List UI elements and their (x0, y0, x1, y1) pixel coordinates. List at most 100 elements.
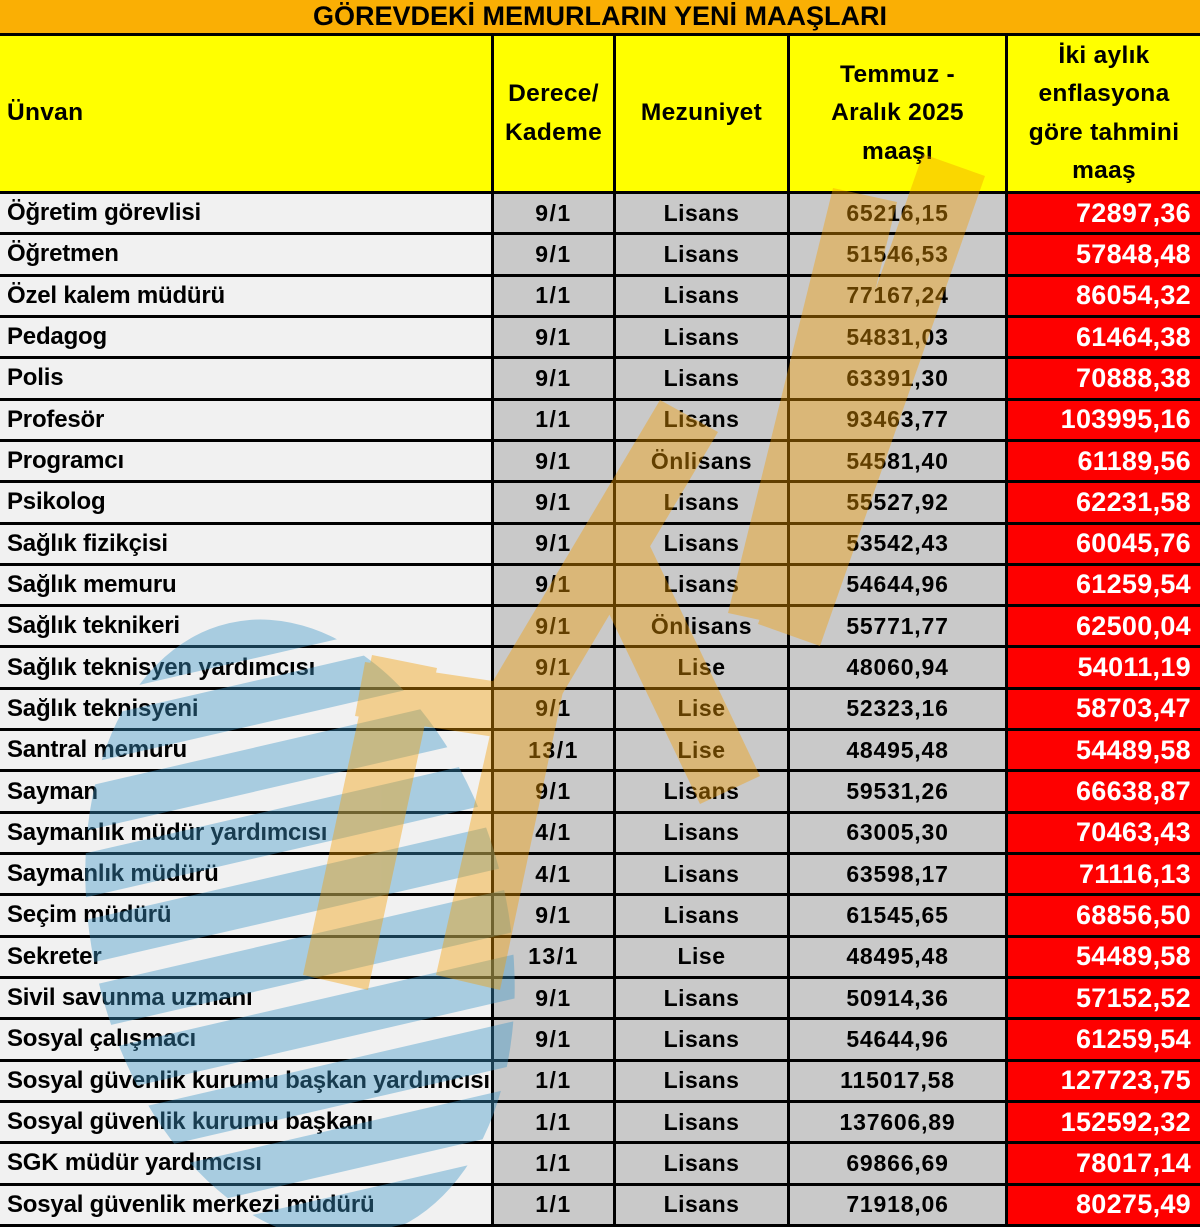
cell-mezuniyet: Lisans (616, 1061, 787, 1100)
cell-derece-kademe: 1/1 (494, 400, 613, 439)
cell-maas-temmuz-aralik: 48495,48 (790, 937, 1005, 976)
cell-mezuniyet: Lisans (616, 565, 787, 605)
cell-maas-tahmini: 86054,32 (1008, 276, 1200, 315)
cell-maas-temmuz-aralik: 61545,65 (790, 896, 1005, 935)
cell-mezuniyet: Lisans (616, 813, 787, 852)
cell-maas-tahmini: 68856,50 (1008, 896, 1200, 935)
cell-maas-tahmini: 80275,49 (1008, 1185, 1200, 1224)
cell-mezuniyet: Lisans (616, 896, 787, 935)
cell-mezuniyet: Lisans (616, 194, 787, 233)
cell-derece-kademe: 13/1 (494, 731, 613, 770)
cell-unvan: Sayman (0, 772, 491, 811)
cell-maas-temmuz-aralik: 63391,30 (790, 359, 1005, 398)
cell-maas-temmuz-aralik: 54644,96 (790, 565, 1005, 605)
column-header-mezuniyet: Mezuniyet (616, 36, 787, 191)
cell-mezuniyet: Lisans (616, 772, 787, 811)
cell-derece-kademe: 9/1 (494, 772, 613, 811)
cell-unvan: Psikolog (0, 483, 491, 522)
cell-maas-temmuz-aralik: 48495,48 (790, 731, 1005, 770)
cell-mezuniyet: Lisans (616, 855, 787, 894)
cell-unvan: Sivil savunma uzmanı (0, 978, 491, 1018)
cell-maas-temmuz-aralik: 63005,30 (790, 813, 1005, 852)
cell-mezuniyet: Önlisans (616, 607, 787, 646)
cell-mezuniyet: Önlisans (616, 441, 787, 481)
cell-unvan: Saymanlık müdür yardımcısı (0, 813, 491, 852)
cell-derece-kademe: 4/1 (494, 855, 613, 894)
column-header-maas-temmuz-aralik: Temmuz - Aralık 2025 maaşı (790, 36, 1005, 191)
cell-maas-tahmini: 62500,04 (1008, 607, 1200, 646)
cell-mezuniyet: Lisans (616, 359, 787, 398)
cell-unvan: Programcı (0, 441, 491, 481)
column-header-maas-tahmini: İki aylık enflasyona göre tahmini maaş (1008, 36, 1200, 191)
cell-derece-kademe: 9/1 (494, 524, 613, 563)
cell-derece-kademe: 9/1 (494, 235, 613, 274)
cell-unvan: Özel kalem müdürü (0, 276, 491, 315)
cell-unvan: Pedagog (0, 317, 491, 357)
cell-mezuniyet: Lise (616, 648, 787, 687)
cell-mezuniyet: Lisans (616, 235, 787, 274)
cell-derece-kademe: 9/1 (494, 896, 613, 935)
cell-maas-tahmini: 127723,75 (1008, 1061, 1200, 1100)
cell-derece-kademe: 13/1 (494, 937, 613, 976)
cell-derece-kademe: 1/1 (494, 276, 613, 315)
cell-maas-tahmini: 71116,13 (1008, 855, 1200, 894)
cell-maas-temmuz-aralik: 93463,77 (790, 400, 1005, 439)
cell-maas-temmuz-aralik: 65216,15 (790, 194, 1005, 233)
cell-derece-kademe: 1/1 (494, 1061, 613, 1100)
cell-maas-tahmini: 58703,47 (1008, 689, 1200, 729)
cell-unvan: Öğretmen (0, 235, 491, 274)
cell-maas-temmuz-aralik: 54831,03 (790, 317, 1005, 357)
cell-unvan: Saymanlık müdürü (0, 855, 491, 894)
cell-maas-temmuz-aralik: 54581,40 (790, 441, 1005, 481)
cell-maas-tahmini: 61259,54 (1008, 565, 1200, 605)
cell-unvan: Profesör (0, 400, 491, 439)
cell-derece-kademe: 9/1 (494, 1020, 613, 1059)
cell-maas-temmuz-aralik: 115017,58 (790, 1061, 1005, 1100)
cell-derece-kademe: 9/1 (494, 607, 613, 646)
cell-derece-kademe: 9/1 (494, 565, 613, 605)
cell-unvan: Sağlık teknisyeni (0, 689, 491, 729)
cell-maas-tahmini: 103995,16 (1008, 400, 1200, 439)
cell-mezuniyet: Lisans (616, 276, 787, 315)
cell-unvan: Sosyal çalışmacı (0, 1020, 491, 1059)
cell-mezuniyet: Lisans (616, 1102, 787, 1142)
cell-maas-temmuz-aralik: 48060,94 (790, 648, 1005, 687)
cell-unvan: Sağlık teknisyen yardımcısı (0, 648, 491, 687)
cell-maas-tahmini: 61464,38 (1008, 317, 1200, 357)
cell-unvan: Sağlık teknikeri (0, 607, 491, 646)
cell-maas-tahmini: 54489,58 (1008, 937, 1200, 976)
cell-maas-temmuz-aralik: 52323,16 (790, 689, 1005, 729)
cell-unvan: SGK müdür yardımcısı (0, 1144, 491, 1183)
cell-mezuniyet: Lise (616, 689, 787, 729)
cell-mezuniyet: Lisans (616, 400, 787, 439)
cell-derece-kademe: 1/1 (494, 1102, 613, 1142)
cell-maas-tahmini: 54011,19 (1008, 648, 1200, 687)
cell-maas-tahmini: 70888,38 (1008, 359, 1200, 398)
cell-maas-tahmini: 70463,43 (1008, 813, 1200, 852)
cell-maas-temmuz-aralik: 59531,26 (790, 772, 1005, 811)
cell-unvan: Sosyal güvenlik merkezi müdürü (0, 1185, 491, 1224)
cell-maas-tahmini: 57848,48 (1008, 235, 1200, 274)
cell-mezuniyet: Lisans (616, 317, 787, 357)
cell-unvan: Sağlık fizikçisi (0, 524, 491, 563)
cell-maas-temmuz-aralik: 71918,06 (790, 1185, 1005, 1224)
cell-unvan: Sosyal güvenlik kurumu başkanı (0, 1102, 491, 1142)
cell-unvan: Santral memuru (0, 731, 491, 770)
cell-derece-kademe: 1/1 (494, 1185, 613, 1224)
cell-maas-tahmini: 61189,56 (1008, 441, 1200, 481)
cell-mezuniyet: Lisans (616, 1185, 787, 1224)
cell-maas-temmuz-aralik: 50914,36 (790, 978, 1005, 1018)
cell-derece-kademe: 4/1 (494, 813, 613, 852)
cell-maas-tahmini: 66638,87 (1008, 772, 1200, 811)
cell-maas-tahmini: 62231,58 (1008, 483, 1200, 522)
cell-mezuniyet: Lisans (616, 1144, 787, 1183)
cell-derece-kademe: 9/1 (494, 317, 613, 357)
cell-derece-kademe: 9/1 (494, 689, 613, 729)
cell-mezuniyet: Lisans (616, 1020, 787, 1059)
cell-mezuniyet: Lisans (616, 483, 787, 522)
cell-derece-kademe: 1/1 (494, 1144, 613, 1183)
cell-mezuniyet: Lise (616, 731, 787, 770)
cell-maas-temmuz-aralik: 55527,92 (790, 483, 1005, 522)
column-header-derece: Derece/ Kademe (494, 36, 613, 191)
